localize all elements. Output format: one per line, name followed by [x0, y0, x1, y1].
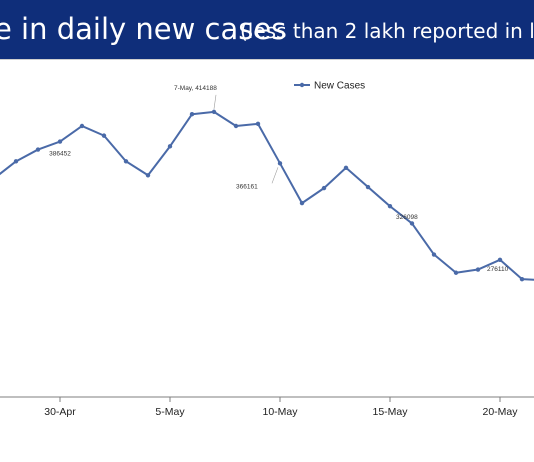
data-point	[101, 133, 107, 138]
data-point	[79, 123, 85, 129]
data-point	[189, 112, 195, 117]
data-label: 326098	[396, 214, 418, 221]
data-point	[123, 159, 129, 164]
data-point	[35, 147, 41, 152]
x-tick-label: 5-May	[155, 406, 185, 418]
data-label-leader	[213, 94, 217, 109]
data-point	[13, 159, 19, 164]
data-label-leader	[271, 167, 279, 184]
slide-subtitle: (less than 2 lakh reported in las	[240, 19, 534, 43]
data-point	[431, 252, 437, 257]
data-point	[343, 165, 349, 170]
data-label: 7-May, 414188	[174, 85, 217, 92]
data-label: 276110	[487, 266, 509, 273]
slide-header: e in daily new cases (less than 2 lakh r…	[0, 0, 534, 59]
series-line-new-cases	[0, 110, 534, 281]
data-point	[233, 123, 239, 129]
data-point	[409, 221, 415, 226]
x-tick-label: 10-May	[262, 406, 298, 418]
data-label: 386452	[49, 151, 71, 158]
data-label: 366161	[236, 183, 258, 190]
x-tick-label: 30-Apr	[44, 406, 76, 418]
data-point	[57, 139, 63, 144]
data-point	[497, 257, 503, 262]
data-point	[453, 270, 459, 275]
x-tick-label: 20-May	[482, 406, 518, 418]
slide-title: e in daily new cases	[0, 12, 287, 46]
data-point	[519, 276, 525, 282]
legend-label: New Cases	[314, 81, 365, 92]
legend-marker	[299, 82, 305, 88]
data-point	[167, 144, 173, 149]
data-point	[211, 109, 217, 115]
data-point	[299, 200, 305, 206]
new-cases-line-chart: 30-Apr 5-May 10-May 15-May 20-May 386452 7-May…	[0, 81, 534, 418]
data-point	[145, 173, 151, 178]
chart-background	[0, 59, 534, 462]
data-point	[475, 267, 481, 272]
x-tick-label: 15-May	[372, 406, 408, 418]
data-point	[365, 184, 371, 190]
data-point	[255, 121, 261, 127]
data-point	[387, 204, 393, 209]
data-point	[277, 161, 283, 166]
data-point	[321, 185, 327, 191]
